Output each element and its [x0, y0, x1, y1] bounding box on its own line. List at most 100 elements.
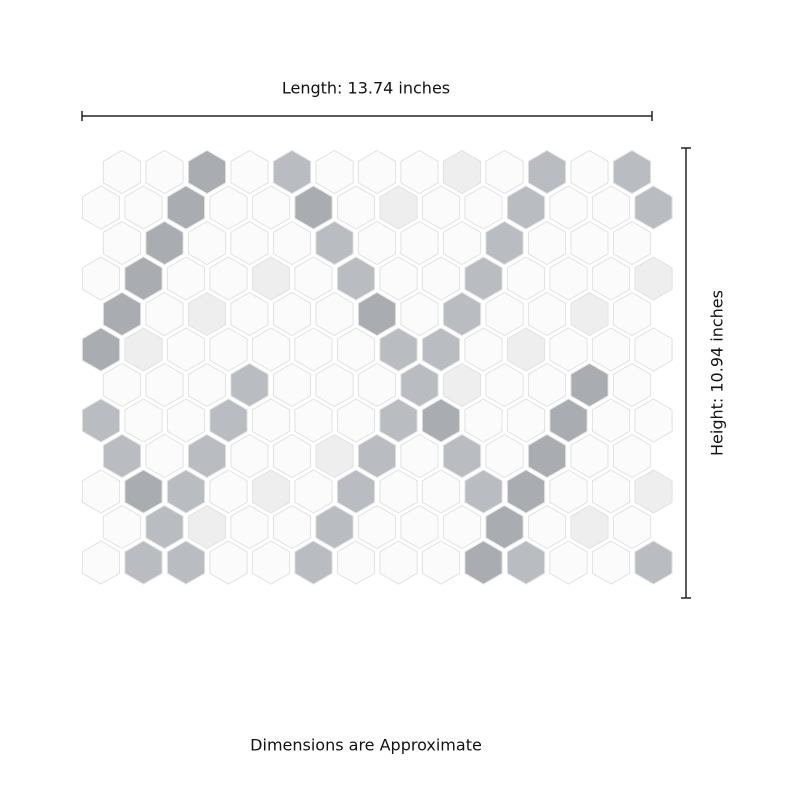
hex-tile — [187, 362, 227, 408]
hex-tile — [379, 540, 418, 585]
hex-tile — [315, 362, 354, 408]
hex-tile — [485, 291, 524, 337]
hex-tile — [336, 398, 376, 443]
hex-tile — [527, 504, 567, 550]
hex-tile — [485, 362, 524, 408]
hex-tile — [251, 398, 291, 443]
hex-tile — [187, 149, 227, 195]
hex-tile — [145, 362, 184, 408]
hex-tile — [124, 469, 163, 514]
hex-tile — [251, 469, 291, 514]
hex-tile — [591, 540, 631, 585]
hex-tile — [294, 398, 333, 443]
hex-tile — [81, 327, 121, 372]
hex-tile — [464, 327, 503, 372]
hex-tile — [464, 540, 503, 585]
hex-tile — [272, 433, 312, 479]
hex-tile — [209, 256, 248, 301]
hex-tile — [506, 256, 546, 301]
hex-tile — [187, 504, 227, 550]
hex-tile — [102, 291, 142, 337]
hex-tile — [612, 291, 652, 337]
hex-tile — [527, 362, 567, 408]
note: Dimensions are Approximate — [250, 736, 482, 755]
hex-tile — [124, 327, 163, 372]
hex-tile — [102, 149, 142, 195]
hex-tile — [442, 291, 482, 337]
hex-tile — [166, 398, 206, 443]
hex-tile — [485, 149, 524, 195]
hex-tile — [612, 362, 652, 408]
hex-tile — [485, 220, 524, 266]
hex-tile — [357, 220, 397, 266]
hex-tile — [187, 433, 227, 479]
hex-tile — [549, 540, 588, 585]
hex-tile — [124, 256, 163, 301]
hex-tile — [421, 398, 461, 443]
hex-tile — [464, 398, 503, 443]
hex-tile — [634, 185, 673, 230]
hex-tile — [145, 220, 184, 266]
hex-tile — [336, 540, 376, 585]
hex-tile — [166, 540, 206, 585]
hex-tile — [612, 433, 652, 479]
hex-tile — [209, 398, 248, 443]
hex-tile — [102, 362, 142, 408]
hex-tile — [570, 220, 609, 266]
hex-tile — [634, 398, 673, 443]
hex-tile — [81, 398, 121, 443]
hex-tile — [209, 185, 248, 230]
hex-tile — [272, 362, 312, 408]
hex-tile — [442, 504, 482, 550]
hex-tile — [570, 291, 609, 337]
hex-tile — [400, 504, 439, 550]
height-label: Height: 10.94 inches — [708, 290, 727, 456]
hex-tile — [209, 540, 248, 585]
hex-tile — [145, 504, 184, 550]
hex-tile — [251, 540, 291, 585]
hex-tile — [124, 398, 163, 443]
hex-tile — [272, 149, 312, 195]
hex-tile — [421, 540, 461, 585]
hex-tile — [315, 291, 354, 337]
hex-tile — [102, 504, 142, 550]
hex-tile — [464, 256, 503, 301]
hex-tile — [209, 327, 248, 372]
hex-tile — [442, 149, 482, 195]
hex-tile — [570, 149, 609, 195]
hex-tile — [81, 185, 121, 230]
hex-tile — [251, 327, 291, 372]
hex-tile — [336, 469, 376, 514]
hex-tile — [251, 185, 291, 230]
hex-tile — [102, 433, 142, 479]
hex-tile — [230, 291, 269, 337]
hex-tile — [315, 504, 354, 550]
hex-tile — [527, 291, 567, 337]
hex-tile — [612, 220, 652, 266]
hex-tile — [272, 291, 312, 337]
hex-tile — [549, 469, 588, 514]
hex-tile — [421, 256, 461, 301]
hex-tile — [145, 291, 184, 337]
hex-tile — [442, 362, 482, 408]
hex-tile — [294, 540, 333, 585]
hex-tile — [81, 256, 121, 301]
tile-sheet — [81, 149, 673, 585]
hex-tile — [549, 185, 588, 230]
hex-tile — [400, 362, 439, 408]
hex-tile — [187, 291, 227, 337]
hex-tile — [294, 327, 333, 372]
hex-tile — [591, 398, 631, 443]
hex-tile — [634, 469, 673, 514]
hex-tile — [336, 256, 376, 301]
hex-tile — [230, 362, 269, 408]
hex-tile — [315, 220, 354, 266]
hex-tile — [570, 504, 609, 550]
hex-tile — [442, 433, 482, 479]
hex-tile — [570, 433, 609, 479]
hex-tile — [506, 327, 546, 372]
hex-tile — [230, 433, 269, 479]
hex-tile — [379, 327, 418, 372]
hex-tile — [442, 220, 482, 266]
hex-tile — [549, 327, 588, 372]
